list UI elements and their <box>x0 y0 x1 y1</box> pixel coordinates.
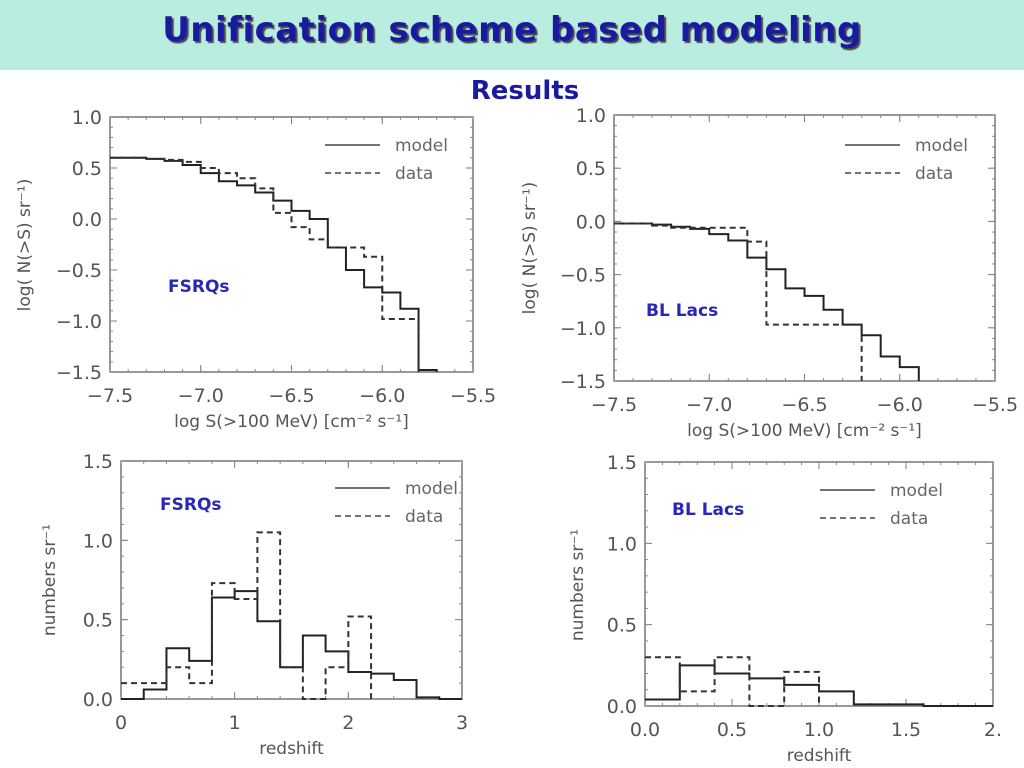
x-tick-label: 1 <box>229 712 241 734</box>
y-axis-label: log( N(>S) sr⁻¹) <box>15 179 35 312</box>
series-data-line <box>110 156 420 372</box>
x-tick-label: 0.5 <box>717 719 747 741</box>
x-tick-label: −7.0 <box>178 385 224 407</box>
y-tick-label: 0.0 <box>83 689 113 711</box>
title-banner <box>0 0 1024 70</box>
x-tick-label: 2 <box>342 712 354 734</box>
y-axis-label: log( N(>S) sr⁻¹) <box>520 182 540 315</box>
y-tick-label: −1.0 <box>560 318 606 340</box>
series-model-line <box>645 664 993 707</box>
y-tick-label: 1.5 <box>83 451 113 473</box>
x-axis-label: redshift <box>787 746 852 766</box>
legend-model-label: model <box>395 136 448 156</box>
x-axis-label: log S(>100 MeV) [cm⁻² s⁻¹] <box>687 421 922 441</box>
x-tick-label: −7.0 <box>686 394 732 416</box>
y-tick-label: −0.5 <box>560 265 606 287</box>
y-tick-label: −1.5 <box>560 371 606 393</box>
chart-annotation: BL Lacs <box>646 301 718 321</box>
chart-fsrq-logn-logs: −7.5 −7.0 −6.5 −6.0 −5.5 1.0 0.5 0.0 −0.5 −1.0 −1.… <box>15 107 496 432</box>
legend-data-label: data <box>395 164 433 184</box>
legend-model-label: model <box>890 481 943 501</box>
legend-data-label: data <box>915 164 953 184</box>
y-tick-label: 0.0 <box>576 211 606 233</box>
chart-annotation: FSRQs <box>168 277 230 297</box>
y-axis-label: numbers sr⁻¹ <box>568 529 588 641</box>
chart-bllac-redshift: 0.0 0.5 1.0 1.5 2. 1.5 1.0 0.5 0.0 redshift number… <box>568 452 1002 766</box>
x-tick-label: 0 <box>115 712 127 734</box>
y-tick-label: 0.0 <box>72 209 102 231</box>
y-tick-label: 0.5 <box>72 158 102 180</box>
x-tick-label: −7.5 <box>591 394 637 416</box>
x-tick-label: −5.5 <box>450 385 496 407</box>
series-data-line <box>121 531 373 700</box>
x-axis-label: redshift <box>259 739 324 759</box>
x-tick-label: 1.0 <box>804 719 834 741</box>
y-tick-label: 1.0 <box>607 533 637 555</box>
y-tick-label: 1.0 <box>576 105 606 127</box>
x-tick-label: 2. <box>984 719 1002 741</box>
y-tick-label: 1.0 <box>72 107 102 129</box>
x-tick-label: 0.0 <box>630 719 660 741</box>
legend-data-label: data <box>890 509 928 529</box>
x-tick-label: −7.5 <box>87 385 133 407</box>
x-tick-label: −6.5 <box>781 394 827 416</box>
y-tick-label: 0.5 <box>607 615 637 637</box>
y-tick-label: −1.0 <box>56 311 102 333</box>
legend-data-label: data <box>405 507 443 527</box>
series-model-line <box>121 590 462 700</box>
x-tick-label: −6.5 <box>268 385 314 407</box>
x-tick-label: −6.0 <box>359 385 405 407</box>
plot-frame <box>120 460 463 700</box>
x-tick-label: −6.0 <box>877 394 923 416</box>
y-tick-label: −0.5 <box>56 260 102 282</box>
y-axis-label: numbers sr⁻¹ <box>40 524 60 636</box>
y-tick-label: 1.0 <box>83 530 113 552</box>
y-tick-label: 0.5 <box>576 158 606 180</box>
x-tick-label: −5.5 <box>972 394 1018 416</box>
chart-fsrq-redshift: 0 1 2 3 1.5 1.0 0.5 0.0 redshift numbers sr⁻¹ mode… <box>40 451 468 759</box>
slide-title: Unification scheme based modeling <box>162 10 862 50</box>
series-model-line <box>110 156 438 372</box>
y-tick-label: 0.0 <box>607 696 637 718</box>
legend-model-label: model <box>915 136 968 156</box>
x-tick-label: 3 <box>456 712 468 734</box>
y-tick-label: 1.5 <box>607 452 637 474</box>
legend-model-label: model <box>405 479 458 499</box>
y-tick-label: −1.5 <box>56 362 102 384</box>
x-axis-label: log S(>100 MeV) [cm⁻² s⁻¹] <box>174 412 409 432</box>
chart-bllac-logn-logs: −7.5 −7.0 −6.5 −6.0 −5.5 1.0 0.5 0.0 −0.5 −1.0 −1.… <box>520 105 1018 441</box>
chart-annotation: BL Lacs <box>672 500 744 520</box>
slide-subtitle: Results <box>470 76 580 106</box>
series-model-line <box>614 222 920 381</box>
x-tick-label: 1.5 <box>891 719 921 741</box>
series-data-line <box>645 656 820 707</box>
series-data-line <box>614 222 863 381</box>
chart-annotation: FSRQs <box>160 495 222 515</box>
y-tick-label: 0.5 <box>83 610 113 632</box>
